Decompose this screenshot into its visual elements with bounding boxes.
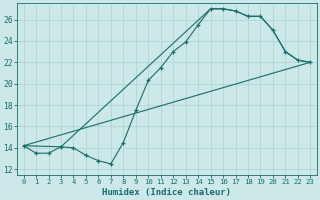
X-axis label: Humidex (Indice chaleur): Humidex (Indice chaleur) (102, 188, 231, 197)
